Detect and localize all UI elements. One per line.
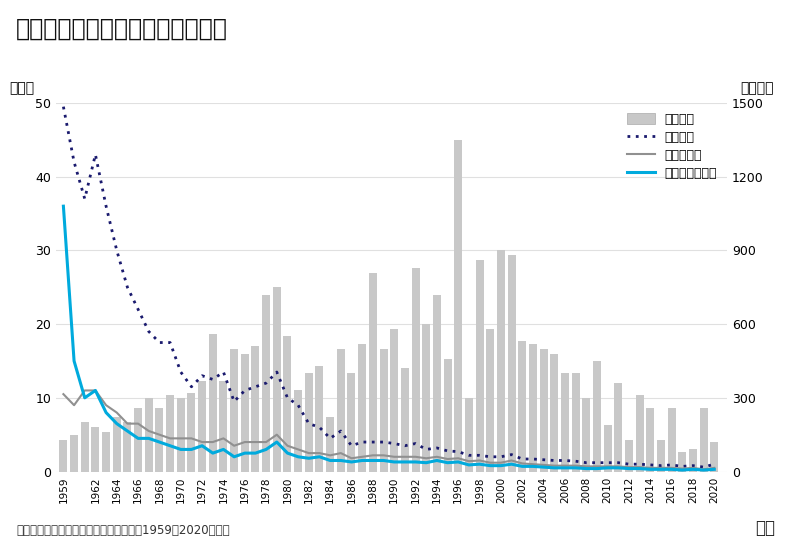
Bar [487, 329, 495, 472]
Bar [657, 440, 665, 472]
Bar [551, 353, 559, 472]
Bar [497, 250, 505, 472]
Bar [91, 427, 99, 472]
Bar [475, 260, 483, 472]
Text: 上观: 上观 [755, 519, 775, 537]
Bar [102, 432, 110, 472]
Bar [678, 452, 686, 472]
Bar [646, 408, 654, 472]
Bar [529, 344, 537, 472]
Bar [465, 398, 473, 472]
Bar [252, 346, 260, 472]
Bar [70, 435, 78, 472]
Bar [369, 273, 377, 472]
Bar [561, 373, 569, 472]
Bar [123, 422, 131, 472]
Bar [81, 422, 89, 472]
Bar [304, 373, 313, 472]
Bar [401, 369, 409, 472]
Bar [316, 366, 324, 472]
Bar [209, 334, 217, 472]
Bar [156, 408, 164, 472]
Legend: 受难人数, 总事故率, 致命事故率, 机身全损事故率: 受难人数, 总事故率, 致命事故率, 机身全损事故率 [623, 109, 721, 184]
Bar [454, 140, 462, 472]
Bar [689, 449, 697, 472]
Bar [380, 349, 388, 472]
Bar [507, 255, 515, 472]
Bar [539, 349, 547, 472]
Bar [230, 349, 238, 472]
Bar [582, 398, 590, 472]
Bar [177, 398, 185, 472]
Bar [337, 349, 345, 472]
Bar [519, 341, 527, 472]
Bar [294, 390, 302, 472]
Bar [198, 380, 206, 472]
Bar [134, 408, 142, 472]
Bar [358, 344, 366, 472]
Bar [262, 295, 270, 472]
Bar [326, 417, 334, 472]
Bar [593, 361, 601, 472]
Bar [188, 393, 196, 472]
Bar [220, 380, 228, 472]
Text: 事故率: 事故率 [9, 82, 34, 95]
Bar [166, 395, 174, 472]
Bar [700, 408, 708, 472]
Text: 受难人数: 受难人数 [741, 82, 774, 95]
Bar [422, 324, 430, 472]
Bar [571, 373, 579, 472]
Bar [614, 383, 622, 472]
Bar [284, 337, 292, 472]
Bar [443, 358, 451, 472]
Bar [272, 287, 280, 472]
Bar [603, 425, 611, 472]
Bar [411, 268, 419, 472]
Bar [668, 408, 676, 472]
Bar [625, 440, 633, 472]
Bar [635, 395, 644, 472]
Bar [113, 417, 121, 472]
Bar [240, 353, 248, 472]
Text: 数据来源：《商用喷气式飞机事故统计（1959至2020年）》: 数据来源：《商用喷气式飞机事故统计（1959至2020年）》 [16, 524, 229, 537]
Bar [145, 398, 153, 472]
Bar [710, 442, 718, 472]
Bar [390, 329, 398, 472]
Bar [433, 295, 441, 472]
Bar [348, 373, 356, 472]
Text: 每百万航班中的事故率与受难人数: 每百万航班中的事故率与受难人数 [16, 16, 228, 40]
Bar [59, 440, 67, 472]
